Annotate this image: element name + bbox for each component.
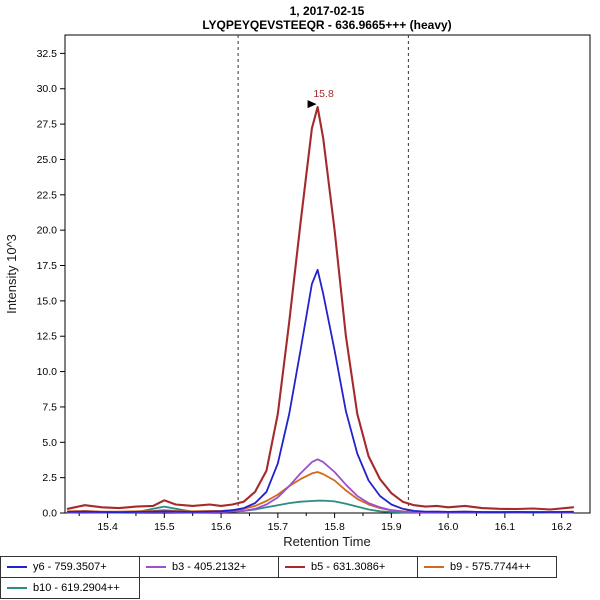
x-tick-label: 15.5 <box>154 521 175 533</box>
series-b5 <box>66 106 575 511</box>
y-tick-label: 17.5 <box>37 260 58 272</box>
y-tick-label: 27.5 <box>37 119 58 131</box>
y-tick-label: 20.0 <box>37 225 58 237</box>
y-tick-label: 0.0 <box>42 508 57 520</box>
legend-item: b10 - 619.2904++ <box>0 577 140 599</box>
y-tick-label: 22.5 <box>37 189 58 201</box>
legend-item: b5 - 631.3086+ <box>278 556 418 578</box>
plot-area[interactable]: 15.4 15.5 15.6 15.7 15.8 15.9 16.0 16.1 16.2 0.0 2… <box>37 34 591 533</box>
plot-border <box>64 34 591 514</box>
series-y6 <box>66 268 574 514</box>
y-axis-label: Intensity 10^3 <box>4 234 19 314</box>
x-tick-label: 15.7 <box>268 521 289 533</box>
x-tick-label: 16.2 <box>551 521 572 533</box>
legend-row: y6 - 759.3507+ b3 - 405.2132+ b5 - 631.308… <box>0 556 600 578</box>
legend-row: b10 - 619.2904++ <box>0 577 600 599</box>
x-tick-label: 15.4 <box>97 521 118 533</box>
y-tick-label: 25.0 <box>37 154 58 166</box>
chart-title: 1, 2017-02-15 <box>290 4 365 18</box>
peak-annotation: 15.8 <box>313 88 334 100</box>
x-tick-label: 15.6 <box>211 521 232 533</box>
y-tick-label: 2.5 <box>42 472 57 484</box>
legend-item: y6 - 759.3507+ <box>0 556 140 578</box>
legend-swatch-line <box>424 566 444 568</box>
chromatogram-chart[interactable]: 1, 2017-02-15 LYQPEYQEVSTEEQR - 636.9665… <box>0 0 600 552</box>
legend-swatch-line <box>146 566 166 568</box>
y-tick-label: 10.0 <box>37 366 58 378</box>
x-tick-label: 15.8 <box>324 521 345 533</box>
series-b3 <box>66 458 574 514</box>
chart-subtitle: LYQPEYQEVSTEEQR - 636.9665+++ (heavy) <box>202 18 451 32</box>
legend-swatch-line <box>285 566 305 568</box>
legend-swatch-line <box>7 587 27 589</box>
y-tick-label: 5.0 <box>42 437 57 449</box>
x-tick-label: 15.9 <box>381 521 402 533</box>
legend-item-label: b9 - 575.7744++ <box>450 561 531 573</box>
legend-item-label: b10 - 619.2904++ <box>33 582 120 594</box>
legend-item-label: b5 - 631.3086+ <box>311 561 386 573</box>
y-tick-label: 15.0 <box>37 295 58 307</box>
legend-item-label: b3 - 405.2132+ <box>172 561 247 573</box>
legend-item: b3 - 405.2132+ <box>139 556 279 578</box>
y-tick-label: 30.0 <box>37 83 58 95</box>
legend-item: b9 - 575.7744++ <box>417 556 557 578</box>
legend: y6 - 759.3507+ b3 - 405.2132+ b5 - 631.308… <box>0 556 600 599</box>
y-tick-label: 7.5 <box>42 401 57 413</box>
peak-arrow-icon <box>307 100 317 109</box>
y-tick-label: 32.5 <box>37 48 58 60</box>
x-axis-label: Retention Time <box>283 534 370 549</box>
legend-item-label: y6 - 759.3507+ <box>33 561 107 573</box>
x-tick-label: 16.1 <box>495 521 516 533</box>
y-tick-label: 12.5 <box>37 331 58 343</box>
x-tick-label: 16.0 <box>438 521 459 533</box>
legend-swatch-line <box>7 566 27 568</box>
